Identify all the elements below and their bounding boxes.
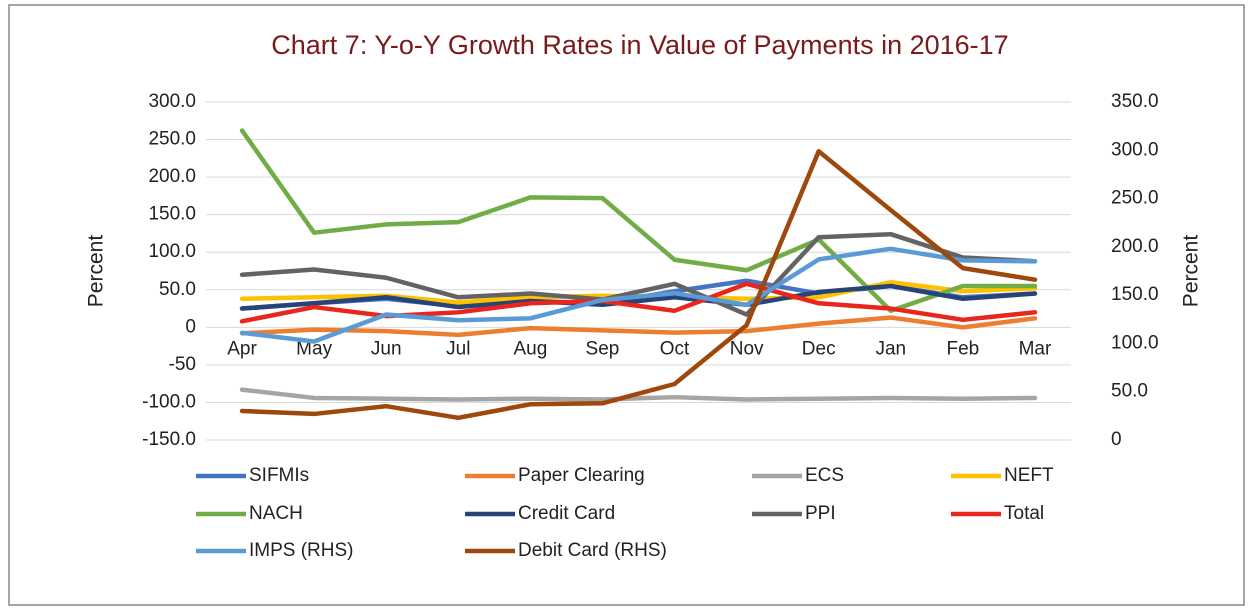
y-tick-label: -150.0: [142, 429, 196, 450]
y-tick-label: -50: [169, 354, 196, 375]
y2-tick-label: 300.0: [1111, 139, 1159, 160]
y2-tick-label: 100.0: [1111, 332, 1159, 353]
x-tick-label: Jul: [446, 338, 470, 359]
legend-label: NEFT: [1004, 465, 1054, 486]
y-tick-label: 50.0: [159, 279, 196, 300]
y-tick-label: 250.0: [148, 129, 196, 150]
x-tick-label: Nov: [730, 338, 764, 359]
x-tick-label: Dec: [802, 338, 836, 359]
x-tick-label: Jun: [371, 338, 402, 359]
legend-label: SIFMIs: [249, 465, 309, 486]
x-tick-label: Oct: [660, 338, 690, 359]
series-line: [239, 128, 1038, 314]
x-tick-label: Sep: [586, 338, 620, 359]
legend-label: Credit Card: [518, 503, 615, 524]
y-tick-label: 150.0: [148, 204, 196, 225]
y-axis-label: Percent: [85, 235, 108, 308]
legend-label: NACH: [249, 503, 303, 524]
x-tick-label: Feb: [947, 338, 980, 359]
y2-tick-label: 200.0: [1111, 236, 1159, 257]
legend-label: Debit Card (RHS): [518, 540, 667, 561]
y-tick-label: 200.0: [148, 166, 196, 187]
legend-label: IMPS (RHS): [249, 540, 354, 561]
series-line: [239, 246, 1038, 344]
x-tick-label: May: [296, 338, 332, 359]
y2-tick-label: 0: [1111, 429, 1122, 450]
y-tick-label: -100.0: [142, 391, 196, 412]
y2-tick-label: 350.0: [1111, 91, 1159, 112]
series-line: [239, 387, 1038, 402]
x-tick-label: Apr: [227, 338, 257, 359]
series-line: [239, 281, 1038, 324]
series-line: [239, 231, 1038, 317]
y2-tick-label: 50.0: [1111, 381, 1148, 402]
chart-title: Chart 7: Y-o-Y Growth Rates in Value of …: [271, 30, 1008, 60]
y2-tick-label: 150.0: [1111, 284, 1159, 305]
series-line: [239, 315, 1038, 338]
legend-label: Paper Clearing: [518, 465, 645, 486]
y2-tick-label: 250.0: [1111, 188, 1159, 209]
y-tick-label: 100.0: [148, 241, 196, 262]
x-tick-label: Aug: [513, 338, 547, 359]
x-tick-label: Jan: [875, 338, 906, 359]
y-tick-label: 300.0: [148, 91, 196, 112]
series-line: [239, 283, 1038, 311]
series-line: [239, 149, 1038, 421]
legend-label: Total: [1004, 503, 1044, 524]
legend-label: PPI: [805, 503, 836, 524]
y-tick-label: 0: [185, 316, 196, 337]
x-tick-label: Mar: [1019, 338, 1052, 359]
legend-label: ECS: [805, 465, 844, 486]
y2-axis-label: Percent: [1180, 235, 1203, 308]
